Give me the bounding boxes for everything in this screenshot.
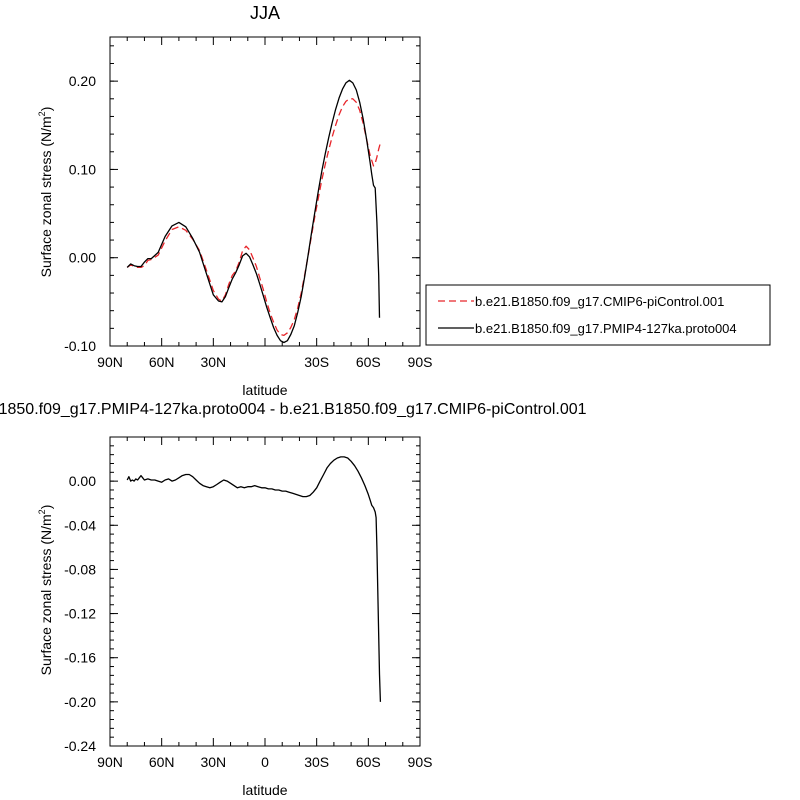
top-y-axis-label-close: )	[38, 107, 54, 112]
bottom-x-axis-label: latitude	[242, 782, 287, 798]
legend-box	[425, 284, 771, 346]
top-series-line-0	[126, 98, 382, 337]
top-y-axis-label-sup: 2	[37, 111, 47, 116]
top-chart-title: JJA	[250, 3, 280, 23]
bottom-y-axis-label-main: Surface zonal stress (N/m	[38, 514, 54, 675]
bottom-x-tick-label: 60N	[149, 754, 175, 770]
top-x-tick-label: 90S	[408, 354, 433, 370]
top-y-axis-label: Surface zonal stress (N/m2)	[37, 107, 54, 278]
bottom-x-tick-label: 90S	[408, 754, 433, 770]
top-y-axis-label-main: Surface zonal stress (N/m	[38, 116, 54, 277]
bottom-panel: b.e21.B1850.f09_g17.PMIP4-127ka.proto004…	[0, 401, 587, 798]
top-y-tick-label: 0.00	[69, 250, 96, 266]
top-x-tick-label: 90N	[97, 354, 123, 370]
bottom-y-axis-label: Surface zonal stress (N/m2)	[37, 505, 54, 676]
top-x-tick-label: 60N	[149, 354, 175, 370]
bottom-plot-frame	[109, 436, 421, 747]
bottom-y-tick-label: -0.12	[64, 606, 96, 622]
top-y-tick-label: -0.10	[64, 338, 96, 354]
top-panel: JJA 90N 60N 30N 30S 60S 90S-0.100.000.100.20 …	[37, 3, 432, 398]
top-x-axis-label: latitude	[242, 382, 287, 398]
bottom-y-tick-label: 0.00	[69, 473, 96, 489]
bottom-y-tick-label: -0.20	[64, 694, 96, 710]
bottom-y-axis-label-sup: 2	[37, 509, 47, 514]
bottom-x-tick-label: 0	[261, 754, 269, 770]
bottom-y-tick-label: -0.16	[64, 650, 96, 666]
bottom-y-tick-label: -0.04	[64, 517, 96, 533]
legend-label-0: b.e21.B1850.f09_g17.CMIP6-piControl.001	[475, 294, 724, 309]
top-series-line-1	[126, 79, 381, 344]
top-x-tick-label: 30S	[304, 354, 329, 370]
top-x-tick-label: 30N	[200, 354, 226, 370]
top-x-tick-label: 60S	[356, 354, 381, 370]
bottom-chart-title: b.e21.B1850.f09_g17.PMIP4-127ka.proto004…	[0, 401, 587, 418]
bottom-y-tick-label: -0.08	[64, 561, 96, 577]
bottom-series-line-0	[126, 456, 382, 702]
top-y-tick-label: 0.20	[69, 73, 96, 89]
bottom-x-tick-label: 30N	[200, 754, 226, 770]
bottom-x-tick-label: 90N	[97, 754, 123, 770]
top-y-tick-label: 0.10	[69, 161, 96, 177]
legend: b.e21.B1850.f09_g17.CMIP6-piControl.001b…	[425, 284, 771, 346]
bottom-plot-area: 90N 60N 30N 0 30S 60S 90S -0.24 -0.20 -0.16 -0.12 -…	[64, 436, 433, 770]
bottom-x-tick-label: 30S	[304, 754, 329, 770]
bottom-x-tick-label: 60S	[356, 754, 381, 770]
legend-label-1: b.e21.B1850.f09_g17.PMIP4-127ka.proto004	[475, 321, 737, 336]
bottom-y-tick-label: -0.24	[64, 738, 96, 754]
bottom-y-axis-label-close: )	[38, 505, 54, 510]
top-plot-area: 90N 60N 30N 30S 60S 90S -0.10 0.00 0.10 0.20	[64, 36, 433, 370]
